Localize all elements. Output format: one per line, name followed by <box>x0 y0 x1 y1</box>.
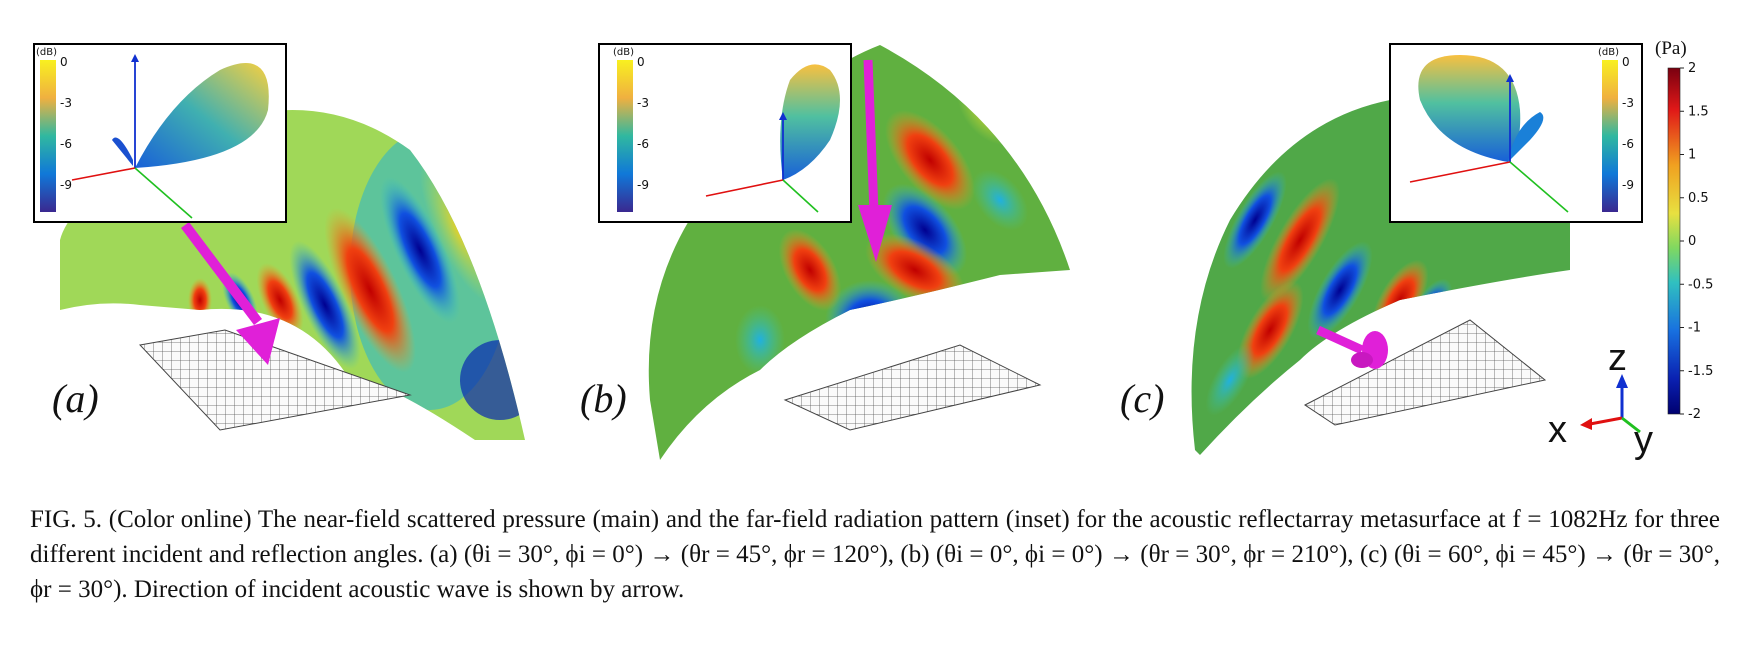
inset-tick: -6 <box>1622 137 1634 151</box>
figure-5: (dB) 0 -3 -6 -9 (a) <box>33 38 1713 461</box>
inset-colorbar-b <box>617 60 633 212</box>
orientation-triad: z x y <box>1548 337 1653 461</box>
radiation-lobe-b <box>780 64 840 180</box>
inset-c: (dB) 0 -3 -6 -9 <box>1389 43 1643 223</box>
radiation-lobe-c <box>1418 55 1521 162</box>
panel-label-c: (c) <box>1120 376 1164 421</box>
incident-arrow-b <box>858 59 892 262</box>
inset-colorbar-c <box>1602 60 1618 212</box>
pressure-colorbar: (Pa) 2 1.5 1 0.5 0 -0.5 -1 -1.5 -2 <box>1655 38 1713 422</box>
axis-green-a <box>134 167 193 219</box>
inset-tick: 0 <box>637 55 645 69</box>
panel-c: (dB) 0 -3 -6 -9 (c) <box>1120 43 1643 455</box>
colorbar-tick-label: -1 <box>1688 321 1701 336</box>
inset-tick: -9 <box>637 178 649 192</box>
metasurface-grid-c <box>1304 319 1547 426</box>
inset-tick: -3 <box>60 96 72 110</box>
colorbar-unit: (Pa) <box>1655 38 1687 59</box>
inset-tick: 0 <box>1622 55 1630 69</box>
inset-tick: -9 <box>60 178 72 192</box>
metasurface-grid-b <box>783 344 1042 431</box>
x-axis-label: x <box>1548 409 1567 451</box>
axis-green-b <box>782 179 819 213</box>
colorbar-tick-label: 0.5 <box>1688 191 1709 206</box>
metasurface-grid-a <box>139 329 412 431</box>
panel-label-a: (a) <box>52 376 99 421</box>
axis-red-b <box>705 179 784 197</box>
caption-text: FIG. 5. (Color online) The near-field sc… <box>30 506 1720 603</box>
axis-green-c <box>1509 161 1569 213</box>
colorbar-tick-label: -0.5 <box>1688 277 1713 292</box>
inset-tick: 0 <box>60 55 68 69</box>
inset-colorbar-a <box>40 60 56 212</box>
axis-red-a <box>71 167 136 181</box>
panel-label-b: (b) <box>580 376 627 421</box>
inset-a: (dB) 0 -3 -6 -9 <box>33 43 287 223</box>
inset-unit-a: (dB) <box>36 47 57 58</box>
colorbar-tick-label: 1.5 <box>1688 104 1709 119</box>
inset-tick: -9 <box>1622 178 1634 192</box>
incident-arrow-a <box>181 221 280 365</box>
incident-arrow-c <box>1316 325 1388 369</box>
x-axis-arrow <box>1589 416 1623 426</box>
panel-a: (dB) 0 -3 -6 -9 (a) <box>33 43 525 440</box>
colorbar-tick-label: 0 <box>1688 234 1696 249</box>
y-axis-label: y <box>1634 419 1653 461</box>
panel-b: (dB) 0 -3 -6 -9 (b) <box>580 43 1070 460</box>
inset-tick: -3 <box>1622 96 1634 110</box>
inset-tick: -3 <box>637 96 649 110</box>
colorbar-tick-label: 1 <box>1688 148 1696 163</box>
inset-unit-b: (dB) <box>613 47 634 58</box>
y-axis-arrow <box>1621 416 1641 434</box>
figure-caption: FIG. 5. (Color online) The near-field sc… <box>30 502 1720 607</box>
inset-unit-c: (dB) <box>1598 47 1619 58</box>
inset-tick: -6 <box>637 137 649 151</box>
colorbar-tick-label: -2 <box>1688 407 1701 422</box>
inset-tick: -6 <box>60 137 72 151</box>
colorbar-tick-label: 2 <box>1688 61 1696 76</box>
inset-b: (dB) 0 -3 -6 -9 <box>598 43 852 223</box>
z-axis-label: z <box>1608 337 1627 379</box>
colorbar-tick-label: -1.5 <box>1688 364 1713 379</box>
radiation-lobe-a <box>135 63 269 168</box>
axis-red-c <box>1409 161 1511 183</box>
colorbar-gradient <box>1667 67 1681 415</box>
